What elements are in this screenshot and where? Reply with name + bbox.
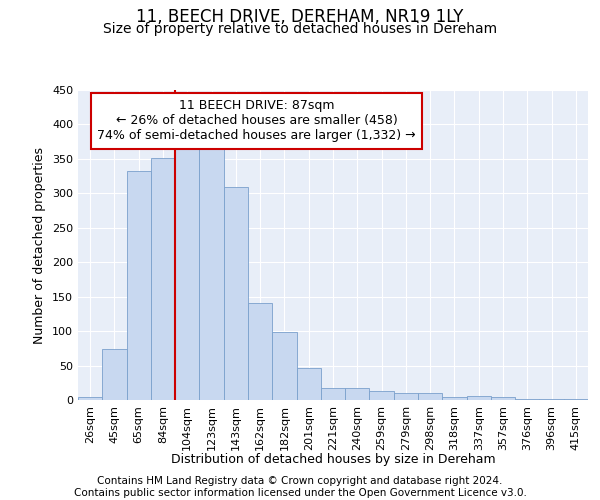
Bar [78,396,102,400]
Bar [151,158,175,400]
Bar [370,391,394,400]
Text: Contains HM Land Registry data © Crown copyright and database right 2024.
Contai: Contains HM Land Registry data © Crown c… [74,476,526,498]
Text: 11 BEECH DRIVE: 87sqm
← 26% of detached houses are smaller (458)
74% of semi-det: 11 BEECH DRIVE: 87sqm ← 26% of detached … [97,100,416,142]
Bar [199,147,224,400]
Bar [491,397,515,400]
Bar [224,187,248,400]
Bar [175,148,199,400]
Bar [418,393,442,400]
Bar [272,332,296,400]
Bar [248,303,272,400]
Bar [321,388,345,400]
Bar [296,368,321,400]
Bar [564,398,588,400]
Text: Size of property relative to detached houses in Dereham: Size of property relative to detached ho… [103,22,497,36]
Text: Distribution of detached houses by size in Dereham: Distribution of detached houses by size … [170,452,496,466]
Bar [102,349,127,400]
Bar [467,396,491,400]
Bar [442,397,467,400]
Bar [394,393,418,400]
Text: 11, BEECH DRIVE, DEREHAM, NR19 1LY: 11, BEECH DRIVE, DEREHAM, NR19 1LY [136,8,464,26]
Y-axis label: Number of detached properties: Number of detached properties [34,146,46,344]
Bar [127,170,151,400]
Bar [345,388,370,400]
Bar [515,398,539,400]
